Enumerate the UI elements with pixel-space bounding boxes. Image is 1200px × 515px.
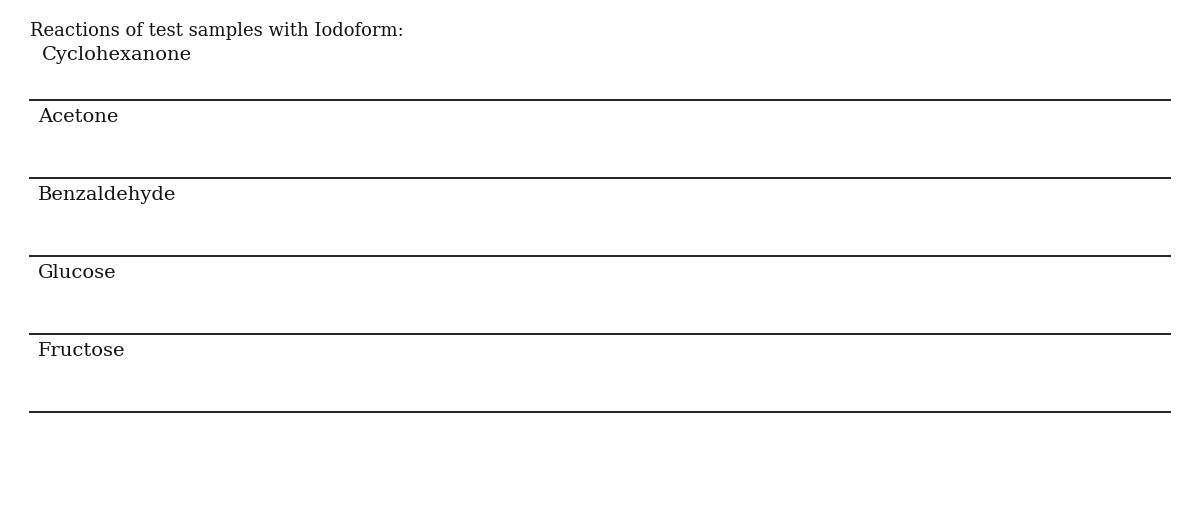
Text: Reactions of test samples with Iodoform:: Reactions of test samples with Iodoform: (30, 22, 403, 40)
Text: Fructose: Fructose (38, 342, 126, 360)
Text: Glucose: Glucose (38, 264, 116, 282)
Text: Acetone: Acetone (38, 108, 119, 126)
Text: Cyclohexanone: Cyclohexanone (42, 46, 192, 64)
Text: Benzaldehyde: Benzaldehyde (38, 186, 176, 204)
